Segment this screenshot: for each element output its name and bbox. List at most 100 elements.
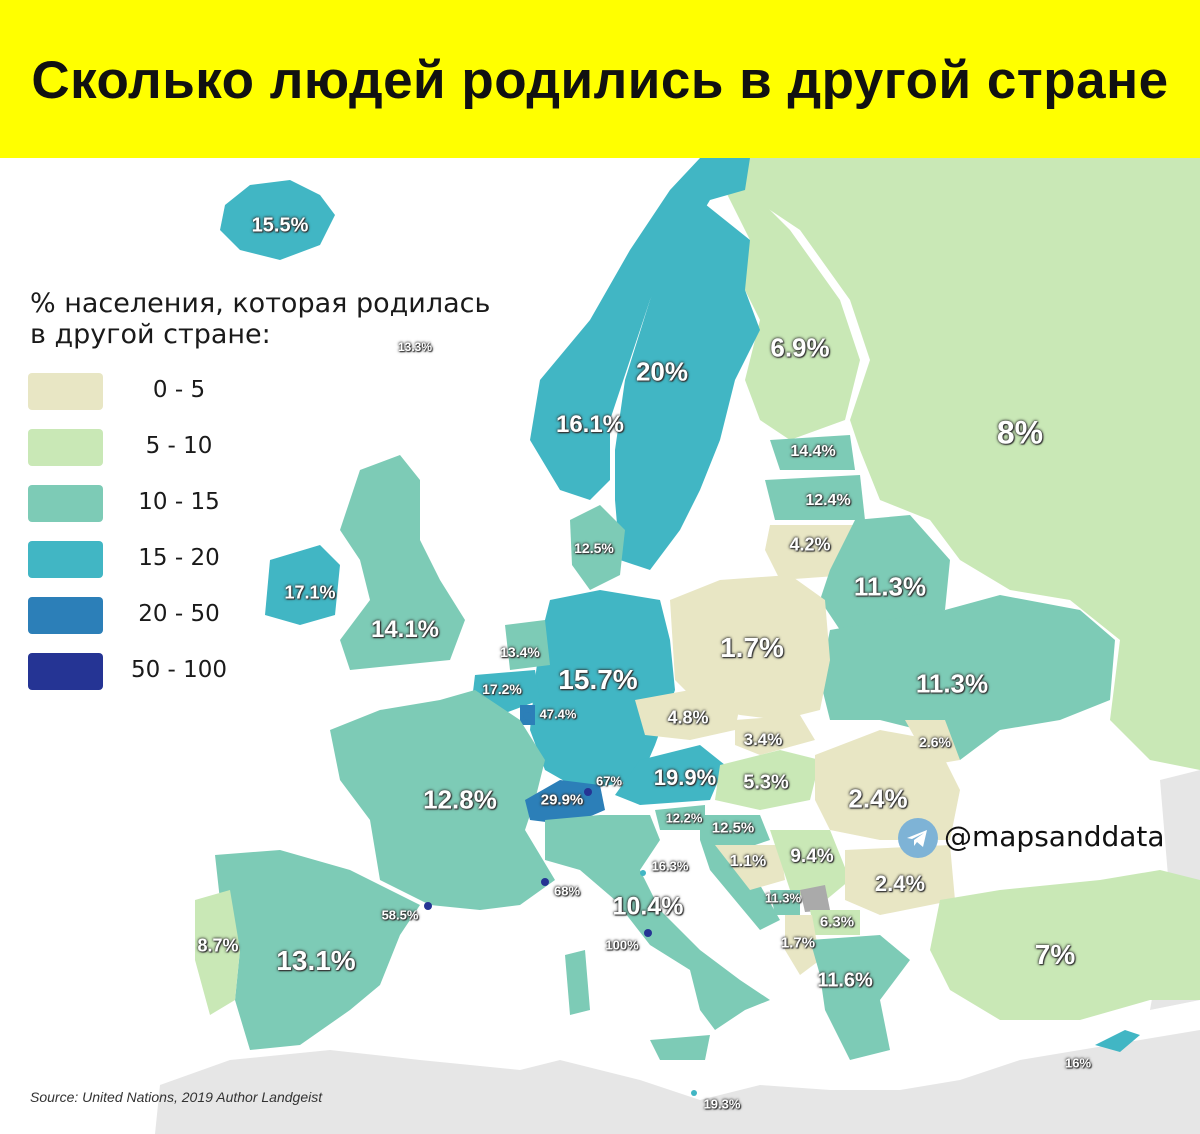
sicily-region [650,1035,710,1060]
legend-swatch [28,653,103,690]
belarus-region [820,515,950,630]
legend-title-line2: в другой стране: [30,319,271,350]
vatican-dot [644,929,652,937]
country-label-finland: 6.9% [770,332,830,363]
netherlands-region [505,620,550,670]
norway-region [530,158,750,500]
country-label-portugal: 8.7% [197,935,239,956]
country-label-sweden: 20% [635,356,689,387]
country-label-cyprus: 16% [1064,1055,1092,1071]
legend-swatch [28,541,103,578]
slovenia-region [655,805,705,830]
legend-title: % населения, которая родилась в другой с… [30,288,590,350]
cyprus-region [1095,1030,1140,1052]
france-region [330,690,555,910]
europe-map [155,158,1200,1134]
hungary-region [715,750,820,810]
country-label-belarus: 11.3% [853,571,927,602]
turkey-region [930,870,1200,1020]
country-label-serbia: 9.4% [790,846,834,867]
country-label-austria: 19.9% [653,765,717,790]
greece-region [810,935,910,1060]
country-label-montenegro: 11.3% [764,890,802,906]
source-note: Source: United Nations, 2019 Author Land… [30,1089,323,1105]
italy-region [545,815,770,1030]
moldova-region [905,720,960,765]
country-label-liechtenstein: 67% [595,773,623,789]
country-label-albania: 1.7% [780,934,816,952]
country-label-monaco: 68% [553,883,581,899]
country-label-andorra: 58.5% [381,907,419,923]
bulgaria-region [845,845,955,915]
legend-range: 5 - 10 [145,433,213,459]
country-label-turkey: 7% [1034,939,1076,970]
country-label-malta: 19.3% [703,1096,741,1112]
legend-range: 20 - 50 [138,601,220,627]
liechtenstein-dot [584,788,592,796]
telegram-watermark: @mapsanddata [898,818,1198,860]
spain-region [215,850,420,1050]
country-label-san-marino: 16.3% [651,858,689,874]
country-label-switzerland: 29.9% [540,791,584,809]
san-marino-dot [640,870,646,876]
legend-swatch [28,597,103,634]
country-label-denmark: 12.5% [574,540,614,556]
kosovo-region [800,885,830,912]
country-label-vatican: 100% [605,937,639,953]
telegram-icon [898,818,938,858]
romania-region [815,730,960,840]
russia-region [700,158,1200,770]
albania-region [785,915,820,975]
legend-title-line1: % населения, которая родилась [30,288,491,319]
malta-dot [691,1090,697,1096]
iceland-region [220,180,335,260]
country-label-netherlands: 13.4% [500,644,540,660]
legend-range: 0 - 5 [152,377,206,403]
country-label-slovakia: 3.4% [743,730,783,749]
north-macedonia-region [810,910,860,935]
portugal-region [195,890,240,1015]
country-label-estonia: 14.4% [790,443,836,460]
poland-region [670,575,830,720]
slovakia-region [735,715,815,755]
monaco-dot [541,878,549,886]
country-label-faroe: 13.3% [397,340,433,354]
country-label-france: 12.8% [423,784,497,815]
country-label-moldova: 2.6% [919,734,951,750]
germany-region [530,590,675,790]
legend-item: 0 - 5 [28,373,328,413]
legend-item: 15 - 20 [28,541,328,581]
bosnia-region [715,845,785,890]
serbia-region [770,830,850,905]
country-label-slovenia: 12.2% [665,810,703,826]
country-label-bosnia: 1.1% [729,853,767,870]
country-label-greece: 11.6% [817,969,873,992]
legend-swatch [28,485,103,522]
country-label-germany: 15.7% [558,664,638,695]
country-label-bulgaria: 2.4% [874,871,926,896]
luxembourg-dot [523,712,531,720]
map-title: Сколько людей родились в другой стране [31,51,1169,110]
country-label-ireland: 17.1% [284,582,336,603]
czechia-region [635,690,740,740]
country-label-iceland: 15.5% [251,214,309,237]
watermark-handle: @mapsanddata [944,820,1165,853]
legend-swatch [28,429,103,466]
legend-range: 10 - 15 [138,489,220,515]
legend-item: 5 - 10 [28,429,328,469]
country-label-lithuania: 4.2% [789,534,831,555]
latvia-region [765,475,865,520]
denmark-region [570,505,625,590]
country-label-spain: 13.1% [276,945,356,976]
sweden-region [615,200,760,570]
legend-item: 50 - 100 [28,653,328,693]
country-label-uk: 14.1% [370,616,440,643]
country-label-norway: 16.1% [555,411,625,438]
country-label-czechia: 4.8% [667,707,709,728]
legend-range: 50 - 100 [130,657,228,683]
uk-region [340,455,465,670]
ireland-region [265,545,340,625]
country-label-romania: 2.4% [848,783,908,814]
estonia-region [770,435,855,470]
africa-land [155,1030,1200,1134]
